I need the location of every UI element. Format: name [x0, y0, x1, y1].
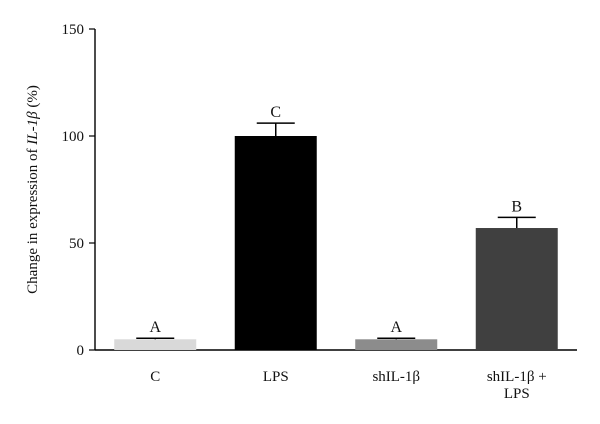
y-axis-label: Change in expression of IL-1β (%) — [25, 85, 41, 294]
significance-label-3: B — [511, 198, 522, 215]
bar-3 — [475, 228, 558, 350]
bar-1 — [234, 136, 317, 350]
x-tick-label-1: LPS — [263, 369, 289, 385]
x-tick-label-2: shIL-1β — [372, 369, 420, 385]
labels: Change in expression of IL-1β (%) A C C LPS A… — [25, 85, 547, 402]
x-tick-label-3: shIL-1β + LPS — [487, 369, 547, 402]
bars — [114, 122, 558, 350]
significance-label-1: C — [270, 104, 281, 121]
x-tick-label-0: C — [150, 369, 160, 385]
y-tick-label: 100 — [62, 129, 85, 145]
y-tick-label: 50 — [69, 236, 84, 252]
bar-0 — [114, 339, 197, 350]
significance-label-2: A — [390, 319, 402, 336]
significance-label-0: A — [149, 319, 161, 336]
y-tick-label: 0 — [77, 343, 85, 359]
y-tick-label: 150 — [62, 22, 85, 38]
bar-2 — [355, 339, 438, 350]
